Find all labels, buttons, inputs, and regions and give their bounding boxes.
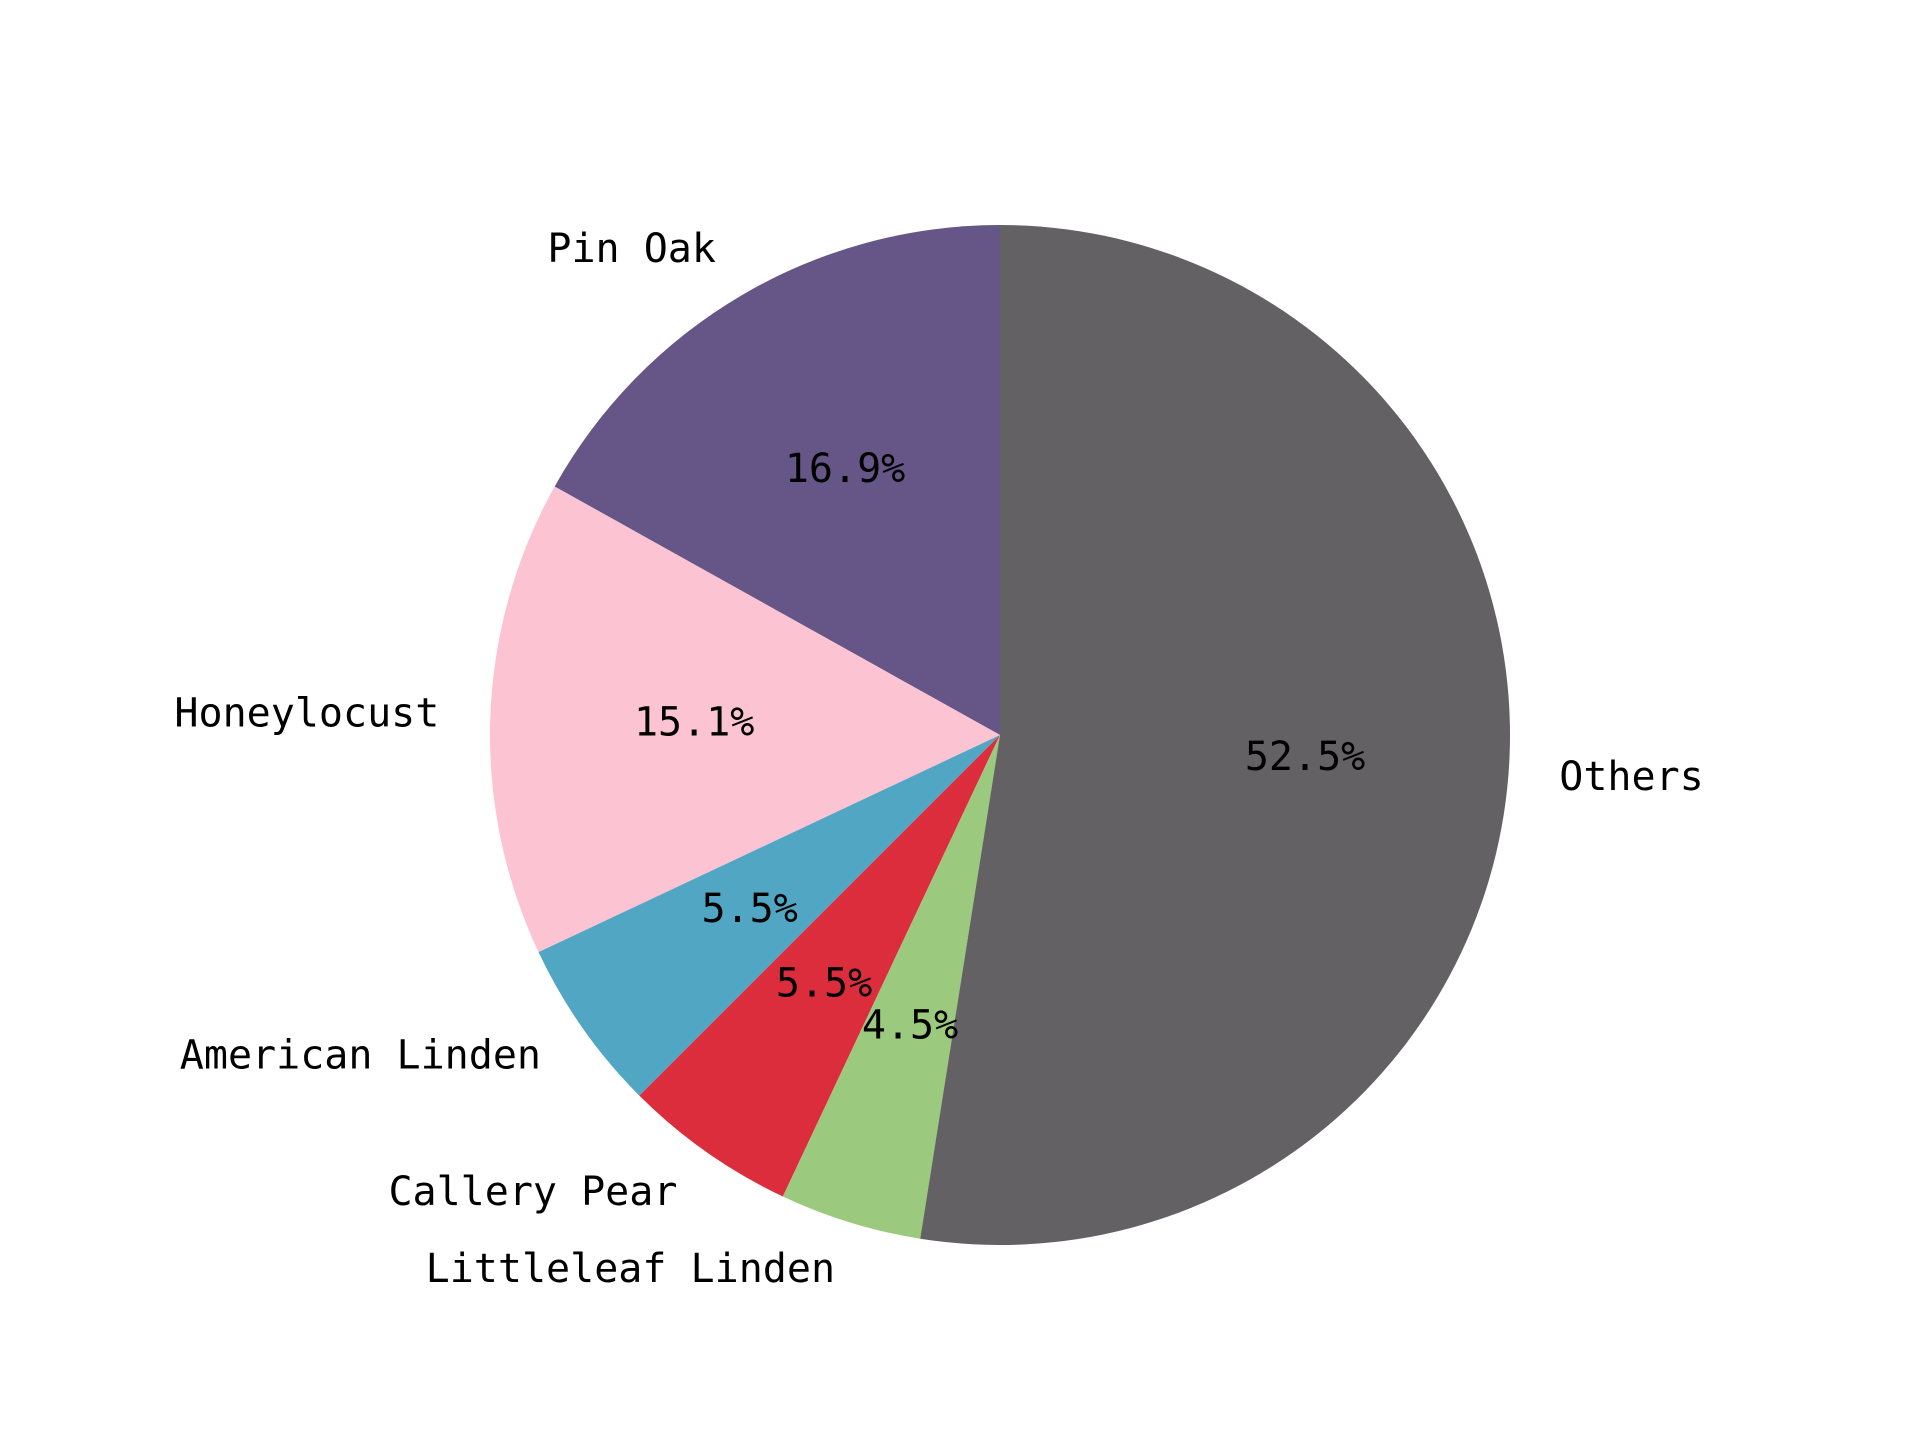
pie-slice-american-linden	[538, 735, 1000, 1096]
slice-percent-label: 16.9%	[785, 446, 905, 492]
slice-percent-label: 52.5%	[1245, 734, 1365, 780]
slice-percent-label: 5.5%	[701, 886, 797, 932]
slice-label: Others	[1559, 754, 1704, 800]
labels-layer: Pin Oak 16.9% Honeylocust 15.1% American Lin…	[174, 226, 1703, 1292]
slice-percent-label: 5.5%	[776, 960, 872, 1006]
slice-percent-label: 15.1%	[634, 699, 754, 745]
slice-label: Honeylocust	[174, 691, 439, 737]
slices-layer	[490, 225, 1510, 1245]
pie-slice-callery-pear	[639, 735, 1000, 1197]
slice-label: Callery Pear	[388, 1169, 677, 1215]
slice-label: Littleleaf Linden	[426, 1246, 835, 1292]
pie-slice-littleleaf-linden	[782, 735, 1000, 1239]
pie-slice-honeylocust	[490, 486, 1000, 953]
pie-slice-others	[920, 225, 1510, 1245]
slice-label: Pin Oak	[547, 226, 716, 272]
slice-percent-label: 4.5%	[862, 1002, 958, 1048]
slice-label: American Linden	[180, 1033, 541, 1079]
pie-slice-pin-oak	[554, 225, 1000, 735]
